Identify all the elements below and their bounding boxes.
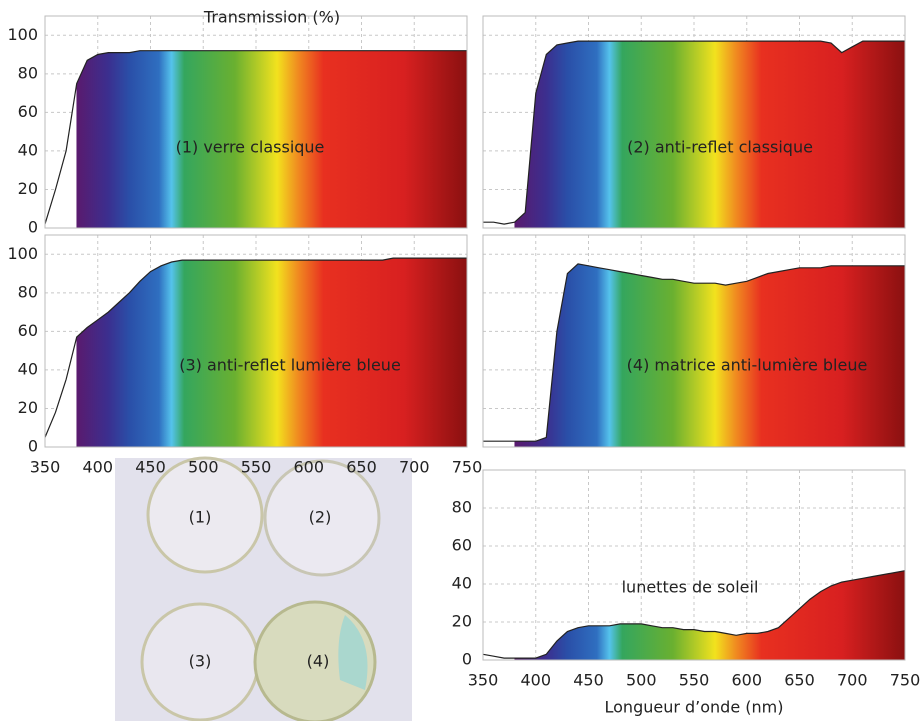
x-tick-label: 450 xyxy=(135,458,166,477)
x-tick-label: 500 xyxy=(626,671,657,690)
x-tick-label: 400 xyxy=(520,671,551,690)
x-tick-label: 600 xyxy=(293,458,324,477)
y-tick-label: 60 xyxy=(452,536,472,555)
x-tick-label: 350 xyxy=(30,458,61,477)
x-tick-label: 700 xyxy=(837,671,868,690)
y-tick-label: 60 xyxy=(18,102,38,121)
area xyxy=(45,50,467,229)
annotation: (4) matrice anti-lumière bleue xyxy=(627,356,868,375)
x-tick-label: 450 xyxy=(573,671,604,690)
area xyxy=(483,263,905,447)
annotation: (2) anti-reflet classique xyxy=(627,138,813,157)
x-tick-label: 650 xyxy=(784,671,815,690)
x-tick-label: 550 xyxy=(241,458,272,477)
lens xyxy=(263,459,381,577)
y-tick-label: 40 xyxy=(18,359,38,378)
y-tick-label: 80 xyxy=(18,282,38,301)
annotation: (3) anti-reflet lumière bleue xyxy=(179,356,401,375)
y-tick-label: 0 xyxy=(462,650,472,669)
annotation: lunettes de soleil xyxy=(622,578,759,597)
y-tick-label: 0 xyxy=(28,437,38,456)
y-tick-label: 20 xyxy=(18,398,38,417)
lens-label: (2) xyxy=(309,508,332,527)
lens xyxy=(146,456,264,574)
plots: 0 20 40 60 80 100 (1) verre classique (2) anti-… xyxy=(7,15,921,690)
line xyxy=(44,257,467,438)
line xyxy=(483,40,905,225)
x-tick-label: 350 xyxy=(468,671,499,690)
plot-frame xyxy=(482,15,906,229)
y-tick-label: 80 xyxy=(18,63,38,82)
chart-title: Transmission (%) xyxy=(203,8,340,27)
y-tick-label: 40 xyxy=(452,574,472,593)
x-tick-label: 650 xyxy=(346,458,377,477)
y-tick-label: 20 xyxy=(452,612,472,631)
x-tick-label: 750 xyxy=(452,458,483,477)
lens-label: (4) xyxy=(307,652,330,671)
x-tick-label: 400 xyxy=(82,458,113,477)
x-tick-label: 700 xyxy=(399,458,430,477)
plot-frame xyxy=(482,469,906,661)
plot-frame xyxy=(44,15,468,229)
line xyxy=(482,570,906,659)
plot-frame xyxy=(44,234,468,448)
lens-label: (1) xyxy=(189,508,212,527)
y-tick-label: 100 xyxy=(7,25,38,44)
lens-label: (3) xyxy=(189,652,212,671)
reflection xyxy=(338,615,368,690)
x-tick-label: 500 xyxy=(188,458,219,477)
plot-frame xyxy=(482,234,906,448)
y-tick-label: 40 xyxy=(18,140,38,159)
line xyxy=(483,263,905,442)
y-tick-label: 0 xyxy=(28,218,38,237)
annotation: (1) verre classique xyxy=(176,138,325,157)
y-tick-label: 60 xyxy=(18,321,38,340)
x-tick-label: 600 xyxy=(731,671,762,690)
line xyxy=(44,50,467,225)
y-tick-label: 100 xyxy=(7,244,38,263)
x-tick-label: 750 xyxy=(890,671,921,690)
x-axis-label: Longueur d’onde (nm) xyxy=(605,698,784,717)
x-tick-label: 550 xyxy=(679,671,710,690)
y-tick-label: 80 xyxy=(452,498,472,517)
area xyxy=(483,41,905,228)
area xyxy=(45,258,467,447)
area xyxy=(483,570,905,660)
y-tick-label: 20 xyxy=(18,179,38,198)
